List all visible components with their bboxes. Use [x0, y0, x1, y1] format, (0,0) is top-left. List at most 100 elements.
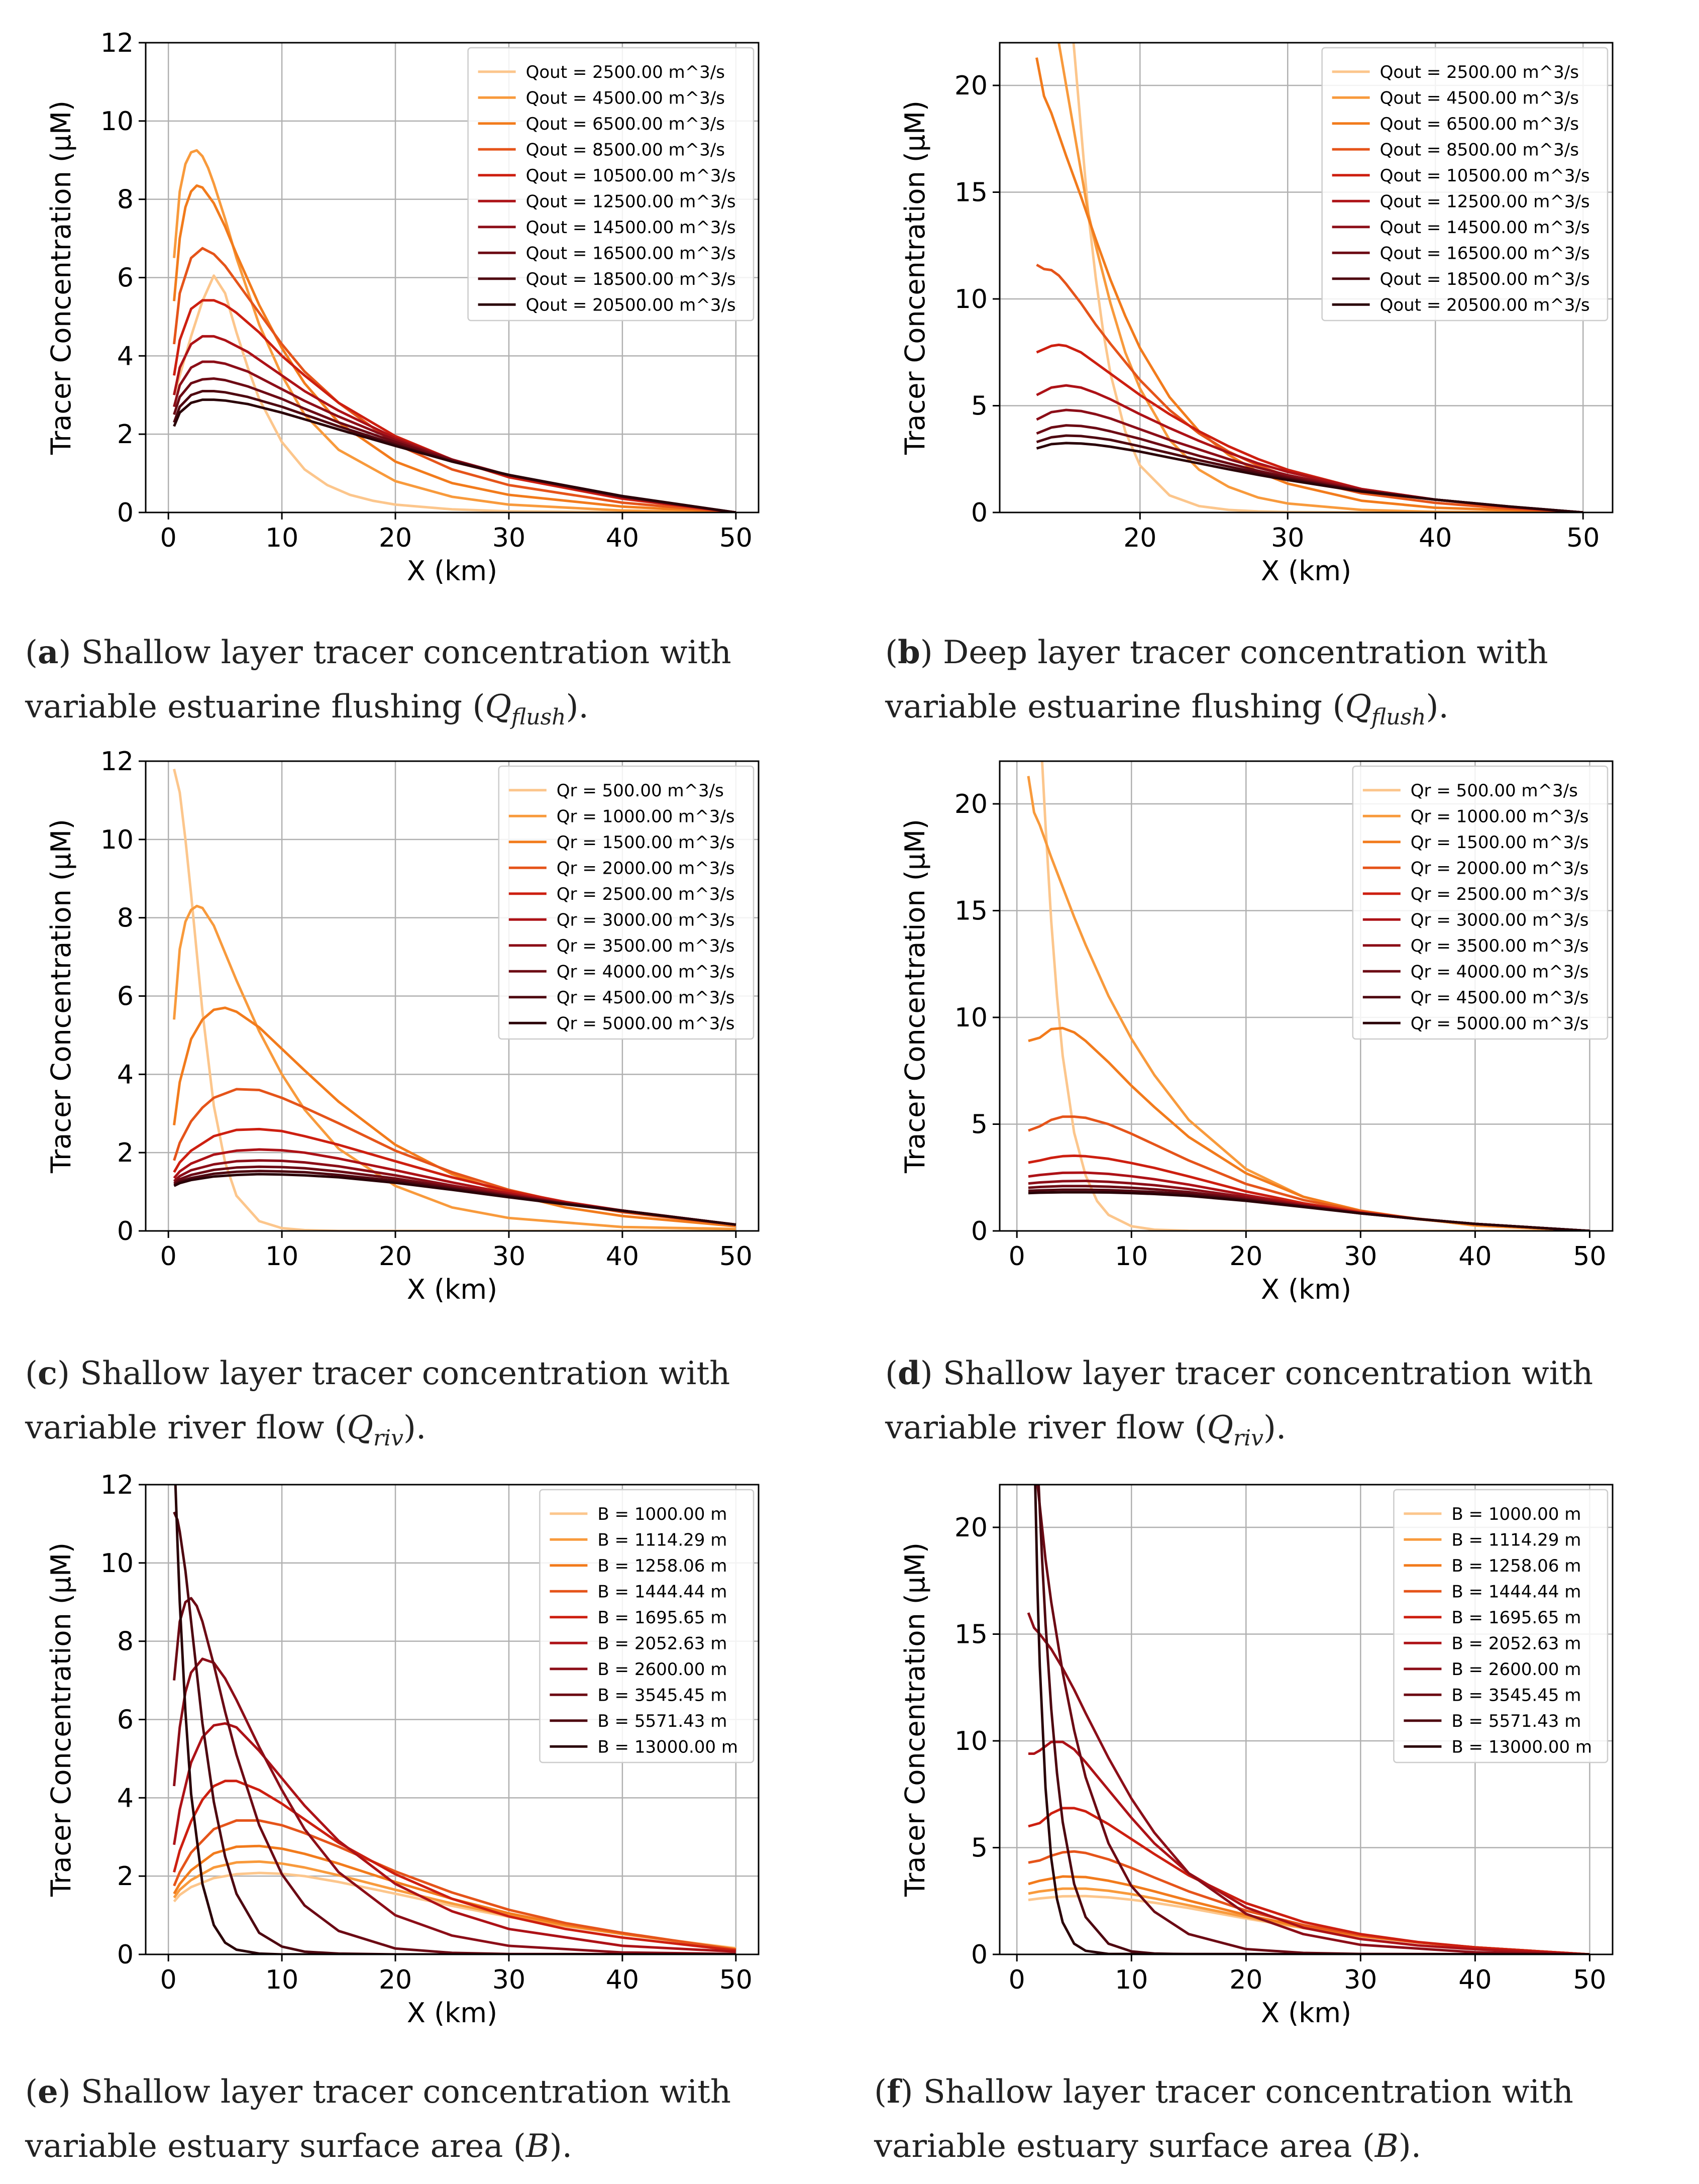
chart-b: 20 30 40 50 0 5 10 15 20 X (km) Tracer Concentrati… [899, 42, 1614, 587]
x-tick-label: 30 [492, 1241, 525, 1272]
legend-label: B = 1444.44 m [1451, 1582, 1581, 1602]
caption-text: Shallow layer tracer concentration with … [25, 1355, 730, 1446]
legend-label: B = 5571.43 m [597, 1711, 727, 1731]
caption-label: e [37, 2073, 58, 2111]
x-tick-label: 10 [265, 523, 298, 553]
y-tick-label: 15 [954, 178, 988, 208]
y-tick-label: 12 [100, 1470, 134, 1500]
legend-label: Qout = 14500.00 m^3/s [1380, 218, 1590, 238]
series-line [173, 274, 736, 512]
series-line [173, 1657, 736, 1954]
legend-label: B = 3545.45 m [1451, 1685, 1581, 1705]
legend-label: Qr = 4500.00 m^3/s [1411, 988, 1589, 1008]
x-tick-label: 20 [379, 523, 412, 553]
y-tick-label: 4 [117, 1783, 134, 1813]
series-line [1028, 1191, 1590, 1231]
y-tick-label: 10 [100, 107, 134, 137]
legend-label: B = 1114.29 m [597, 1530, 727, 1550]
y-tick-label: 6 [117, 263, 134, 293]
x-tick-label: 0 [160, 1965, 177, 1995]
legend-label: B = 1114.29 m [1451, 1530, 1581, 1550]
caption-subscript: riv [373, 1425, 403, 1451]
legend-label: Qout = 16500.00 m^3/s [526, 243, 736, 263]
caption-d: (d) Shallow layer tracer concentration w… [885, 1355, 1594, 1451]
x-tick-label: 20 [1229, 1965, 1262, 1995]
series-line [1028, 1807, 1590, 1954]
y-tick-label: 20 [954, 789, 988, 819]
caption-text: Deep layer tracer concentration with var… [885, 634, 1548, 725]
legend-label: Qr = 1000.00 m^3/s [1411, 806, 1589, 826]
y-tick-label: 6 [117, 1705, 134, 1735]
chart-e: 0 10 20 30 40 50 0 2 4 6 8 10 12 X (km) Tracer Concent… [45, 1470, 760, 2029]
legend-label: Qout = 2500.00 m^3/s [526, 62, 725, 82]
series-line [173, 1006, 736, 1228]
x-axis-label: X (km) [407, 1997, 497, 2029]
caption-label: d [897, 1355, 920, 1392]
legend-label: Qr = 1500.00 m^3/s [1411, 833, 1589, 853]
legend-label: B = 13000.00 m [597, 1737, 738, 1757]
x-tick-label: 20 [1229, 1241, 1262, 1272]
x-tick-label: 40 [606, 1241, 639, 1272]
caption-text: Shallow layer tracer concentration with … [25, 634, 731, 725]
legend-label: Qout = 8500.00 m^3/s [1380, 140, 1579, 160]
series-line [1036, 424, 1583, 512]
series-line [1036, 442, 1583, 512]
x-tick-label: 30 [492, 1965, 525, 1995]
y-axis-label: Tracer Concentration (μM) [45, 100, 77, 455]
y-tick-label: 10 [954, 1726, 988, 1756]
x-tick-label: 40 [1458, 1965, 1492, 1995]
series-line [173, 1844, 736, 1951]
legend-box [1352, 765, 1609, 1040]
legend: Qout = 2500.00 m^3/s Qout = 4500.00 m^3/s… [467, 47, 755, 322]
caption-subscript: flush [1371, 704, 1426, 730]
x-tick-label: 0 [160, 1241, 177, 1272]
legend-label: Qout = 10500.00 m^3/s [526, 166, 736, 186]
x-tick-label: 20 [379, 1241, 412, 1272]
y-axis-label: Tracer Concentration (μM) [45, 1542, 77, 1897]
legend-label: B = 1000.00 m [1451, 1504, 1581, 1524]
x-axis-label: X (km) [407, 555, 497, 587]
y-tick-label: 5 [971, 1833, 988, 1863]
caption-text: Shallow layer tracer concentration with … [25, 2073, 731, 2165]
x-tick-label: 40 [1458, 1241, 1492, 1272]
y-tick-label: 8 [117, 185, 134, 215]
legend-label: Qout = 2500.00 m^3/s [1380, 62, 1579, 82]
series-line [173, 149, 736, 512]
legend-label: B = 3545.45 m [597, 1685, 727, 1705]
x-tick-label: 50 [1566, 523, 1600, 553]
x-tick-label: 50 [719, 1241, 753, 1272]
legend-label: Qr = 3000.00 m^3/s [557, 910, 735, 930]
caption-e: (e) Shallow layer tracer concentration w… [25, 2073, 731, 2165]
legend-label: Qr = 3500.00 m^3/s [1411, 936, 1589, 956]
series-line [173, 1173, 736, 1226]
legend-label: B = 2600.00 m [1451, 1659, 1581, 1680]
legend-label: Qout = 18500.00 m^3/s [526, 269, 736, 289]
x-tick-label: 40 [1419, 523, 1452, 553]
legend-label: Qout = 4500.00 m^3/s [1380, 88, 1579, 108]
caption-symbol: Q [1207, 1409, 1233, 1446]
caption-symbol: Q [347, 1409, 373, 1446]
legend-label: Qr = 5000.00 m^3/s [1411, 1013, 1589, 1033]
legend: Qr = 500.00 m^3/s Qr = 1000.00 m^3/s Qr = … [498, 765, 755, 1040]
y-tick-label: 12 [100, 747, 134, 777]
legend-box [1393, 1489, 1609, 1763]
legend-box [539, 1489, 755, 1763]
x-tick-label: 10 [265, 1241, 298, 1272]
x-tick-label: 30 [1271, 523, 1304, 553]
legend-label: Qr = 3500.00 m^3/s [557, 936, 735, 956]
legend-box [1321, 47, 1609, 322]
x-axis-label: X (km) [1261, 555, 1351, 587]
x-tick-label: 10 [1115, 1241, 1148, 1272]
series-line [173, 247, 736, 512]
x-tick-label: 20 [379, 1965, 412, 1995]
series-group [173, 1485, 736, 1954]
legend-label: B = 1444.44 m [597, 1582, 727, 1602]
x-tick-label: 50 [1573, 1241, 1606, 1272]
x-tick-label: 50 [719, 1965, 753, 1995]
y-tick-label: 15 [954, 896, 988, 926]
y-tick-label: 4 [117, 341, 134, 371]
legend-label: B = 1258.06 m [1451, 1556, 1581, 1576]
caption-f: (f) Shallow layer tracer concentration w… [874, 2073, 1573, 2165]
legend-label: Qr = 500.00 m^3/s [557, 781, 724, 801]
y-tick-label: 0 [117, 1216, 134, 1246]
